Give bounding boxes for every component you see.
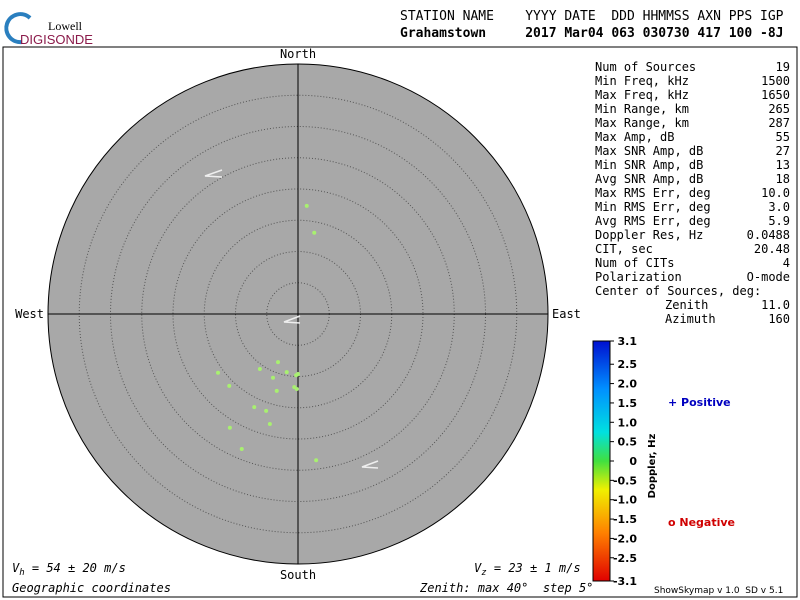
velocity-arrow <box>204 169 223 178</box>
vh-sub: h <box>19 568 24 578</box>
stat-value: 19 <box>776 60 790 74</box>
source-point <box>227 383 232 388</box>
logo-top: Lowell <box>48 19 83 33</box>
frame <box>2 46 798 598</box>
zenith-note: Zenith: max 40° step 5° <box>419 581 593 595</box>
logo-bottom: DIGISONDE <box>20 32 93 47</box>
colorbar-tick-label: 2.0 <box>618 378 638 391</box>
source-point <box>267 422 272 426</box>
positive-label: + Positive <box>668 396 731 409</box>
stat-label: Max Amp, dB <box>595 130 674 144</box>
source-point <box>276 360 280 365</box>
negative-label: o Negative <box>668 516 735 529</box>
direction-label: East <box>552 307 581 321</box>
stat-label: Max SNR Amp, dB <box>595 144 703 158</box>
stat-label: Num of Sources <box>595 60 696 74</box>
colorbar-tick-label: 0.5 <box>618 436 638 449</box>
stat-value: 4 <box>783 256 790 270</box>
stat-heading: Center of Sources, deg: <box>595 284 761 298</box>
header-row: STATION NAME YYYY DATE DDD HHMMSS AXN PP… <box>400 9 784 24</box>
stat-label: Polarization <box>595 270 682 284</box>
source-point <box>257 367 262 371</box>
header-row: Grahamstown 2017 Mar04 063 030730 417 10… <box>400 26 784 41</box>
source-point <box>312 230 317 235</box>
colorbar <box>592 340 611 582</box>
stat-label: CIT, sec <box>595 242 653 256</box>
stat-value: 287 <box>768 116 790 130</box>
source-point <box>252 405 257 410</box>
stat-value: 55 <box>776 130 790 144</box>
source-point <box>294 387 299 391</box>
stat-label: Avg RMS Err, deg <box>595 214 711 228</box>
logo-mark <box>4 12 32 45</box>
colorbar-tick-label: 1.0 <box>618 416 638 429</box>
source-point <box>271 375 275 380</box>
source-point <box>239 447 244 451</box>
colorbar-tick-label: 3.1 <box>618 335 638 348</box>
stat-label: Min SNR Amp, dB <box>595 158 703 172</box>
stat-value: O-mode <box>747 270 790 284</box>
stat-value: 5.9 <box>768 214 790 228</box>
stat-label: Min RMS Err, deg <box>595 200 711 214</box>
direction-label: South <box>280 568 316 582</box>
stat-value: 10.0 <box>761 186 790 200</box>
stat-value: 27 <box>776 144 790 158</box>
stat-value: 3.0 <box>768 200 790 214</box>
stat-value: 13 <box>776 158 790 172</box>
vz: Vz = 23 ± 1 m/s <box>474 561 581 578</box>
stat-value: 1650 <box>761 88 790 102</box>
colorbar-tick-label: -1.5 <box>613 513 637 526</box>
colorbar-tick-label: -1.0 <box>613 494 637 507</box>
vh-text: = 54 ± 20 m/s <box>25 561 126 575</box>
source-point <box>284 370 289 375</box>
stat-label: Min Range, km <box>595 102 689 116</box>
source-point <box>264 408 269 413</box>
colorbar-tick-label: -2.5 <box>613 552 637 565</box>
stat-value: 1500 <box>761 74 790 88</box>
velocity-arrow <box>361 460 379 469</box>
coords: Geographic coordinates <box>12 581 171 595</box>
stat-value: 265 <box>768 102 790 116</box>
vz-text: = 23 ± 1 m/s <box>487 561 581 575</box>
stat-label: Doppler Res, Hz <box>595 228 703 242</box>
direction-label: North <box>280 47 316 61</box>
stat-label: Max Range, km <box>595 116 689 130</box>
stat-label: Max Freq, kHz <box>595 88 689 102</box>
stat-value: 0.0488 <box>747 228 790 242</box>
direction-label: West <box>15 307 44 321</box>
version: ShowSkymap v 1.0 SD v 5.1 <box>654 586 783 596</box>
velocity-arrow <box>283 315 301 324</box>
colorbar-tick-label: 0 <box>629 455 637 468</box>
stat-label: Num of CITs <box>595 256 674 270</box>
stat-label: Zenith <box>665 298 708 312</box>
colorbar-label: Doppler, Hz <box>647 434 658 499</box>
vz-sub: z <box>481 568 486 578</box>
source-point <box>314 458 319 463</box>
stat-value: 160 <box>768 312 790 326</box>
stat-label: Azimuth <box>665 312 716 326</box>
source-point <box>216 370 220 375</box>
vh-symbol: V <box>12 561 20 575</box>
colorbar-tick-label: 1.5 <box>618 397 638 410</box>
colorbar-tick-label: -0.5 <box>613 474 637 487</box>
source-point <box>274 388 279 393</box>
colorbar-tick-label: -2.0 <box>613 532 637 545</box>
source-point <box>227 425 232 430</box>
vh: Vh = 54 ± 20 m/s <box>12 561 126 578</box>
colorbar-tick-label: 2.5 <box>618 358 638 371</box>
source-point <box>304 203 309 208</box>
stat-value: 18 <box>776 172 790 186</box>
stat-value: 20.48 <box>754 242 790 256</box>
source-point <box>296 372 300 376</box>
colorbar-tick-label: -3.1 <box>613 575 637 588</box>
stat-label: Avg SNR Amp, dB <box>595 172 703 186</box>
vz-symbol: V <box>474 561 482 575</box>
stat-label: Min Freq, kHz <box>595 74 689 88</box>
stat-label: Max RMS Err, deg <box>595 186 711 200</box>
stat-value: 11.0 <box>761 298 790 312</box>
